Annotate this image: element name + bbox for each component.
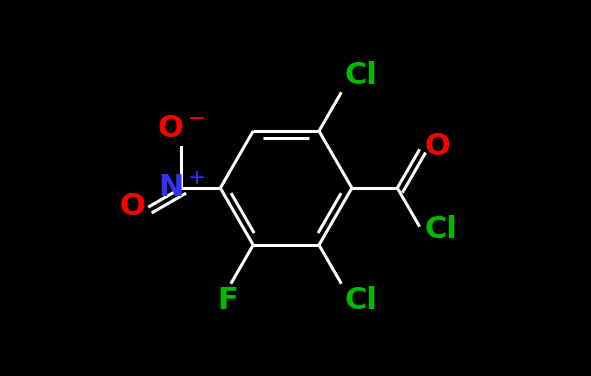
Text: F: F — [217, 286, 238, 315]
Text: O: O — [120, 192, 146, 221]
Text: O$^-$: O$^-$ — [157, 114, 206, 143]
Text: O: O — [424, 132, 450, 161]
Text: Cl: Cl — [424, 215, 457, 244]
Text: Cl: Cl — [345, 61, 377, 90]
Text: Cl: Cl — [345, 286, 377, 315]
Text: N$^+$: N$^+$ — [158, 173, 205, 203]
